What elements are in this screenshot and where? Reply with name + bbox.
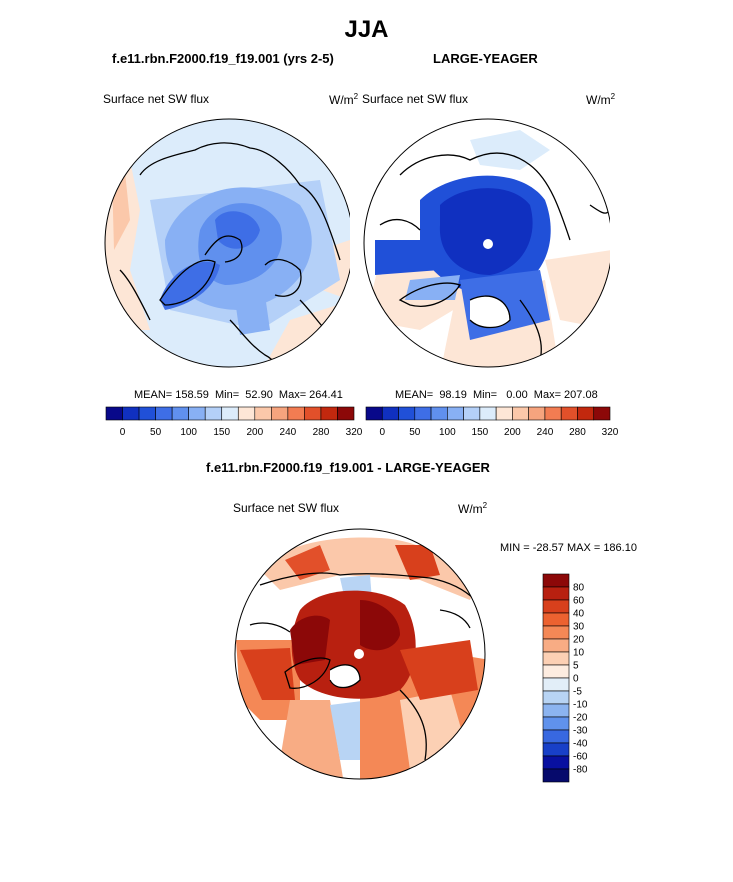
left-colorbar-box <box>188 406 206 421</box>
right-colorbar-box <box>512 406 529 421</box>
diff-colorbar-tick-label: -40 <box>573 739 588 750</box>
left-colorbar-box <box>105 406 123 421</box>
left-panel-stats: MEAN= 158.59 Min= 52.90 Max= 264.41 <box>134 389 343 401</box>
left-colorbar-tick-label: 100 <box>180 427 197 438</box>
left-colorbar-tick-label: 240 <box>280 427 297 438</box>
diff-colorbar-tick-label: 10 <box>573 648 585 659</box>
right-colorbar-box <box>544 406 562 421</box>
right-colorbar-tick-label: 280 <box>569 427 586 438</box>
left-panel-subtitle: f.e11.rbn.F2000.f19_f19.001 (yrs 2-5) <box>112 51 334 66</box>
left-colorbar-tick-label: 200 <box>246 427 263 438</box>
left-colorbar: 0 50 100 150 200 240 280 320 <box>105 406 363 438</box>
right-colorbar-box <box>479 406 497 421</box>
diff-colorbar-box <box>542 716 570 731</box>
left-colorbar-box <box>221 406 239 421</box>
diff-colorbar-tick-label: -20 <box>573 713 588 724</box>
right-colorbar-box <box>577 406 595 421</box>
left-colorbar-tick-label: 0 <box>120 427 126 438</box>
diff-colorbar-tick-label: 60 <box>573 596 585 607</box>
right-colorbar-box <box>447 406 464 421</box>
left-colorbar-box <box>254 406 272 421</box>
left-colorbar-box <box>237 406 256 421</box>
right-colorbar-tick-label: 50 <box>409 427 421 438</box>
diff-colorbar-tick-label: 80 <box>573 583 585 594</box>
left-colorbar-box <box>155 406 173 421</box>
right-colorbar-tick-label: 200 <box>504 427 521 438</box>
diff-colorbar-box <box>542 703 570 718</box>
diff-colorbar-box <box>542 768 570 783</box>
right-colorbar-tick-label: 320 <box>602 427 619 438</box>
diff-colorbar-tick-label: 30 <box>573 622 585 633</box>
right-colorbar-box <box>528 406 546 421</box>
diff-colorbar-box <box>542 742 570 757</box>
pole-marker-right <box>483 239 493 249</box>
diff-panel-subtitle: f.e11.rbn.F2000.f19_f19.001 - LARGE-YEAG… <box>206 460 490 475</box>
right-colorbar-box <box>414 406 432 421</box>
diff-colorbar-box <box>542 651 570 666</box>
diff-colorbar-box <box>542 612 570 627</box>
diff-colorbar: 80 60 40 30 20 10 5 0 -5 -10 -20 -30 -40 -60 -80 <box>542 573 588 783</box>
diff-colorbar-tick-label: 40 <box>573 609 585 620</box>
left-colorbar-tick-label: 150 <box>213 427 230 438</box>
left-colorbar-box <box>337 406 355 421</box>
left-polar-map <box>104 118 350 368</box>
right-colorbar-box <box>365 406 383 421</box>
top-colorbars: 0 50 100 150 200 240 280 320 0 50 100 150 200 240 280… <box>105 406 619 438</box>
diff-colorbar-box <box>542 586 570 601</box>
diff-colorbar-tick-label: -30 <box>573 726 588 737</box>
left-colorbar-box <box>271 406 289 421</box>
diff-panel-variable: Surface net SW flux <box>233 501 340 515</box>
diff-panel-units: W/m2 <box>458 501 488 516</box>
right-colorbar-box <box>398 406 416 421</box>
figure-title: JJA <box>344 16 389 43</box>
diff-colorbar-tick-label: 0 <box>573 674 579 685</box>
right-panel-subtitle: LARGE-YEAGER <box>433 51 538 66</box>
right-colorbar-tick-label: 240 <box>537 427 554 438</box>
pole-marker-diff <box>354 649 364 659</box>
diff-colorbar-box <box>542 729 570 744</box>
diff-colorbar-tick-label: -60 <box>573 752 588 763</box>
left-colorbar-tick-label: 320 <box>346 427 363 438</box>
diff-panel-minmax: MIN = -28.57 MAX = 186.10 <box>500 542 637 554</box>
left-colorbar-box <box>320 406 338 421</box>
right-panel-variable: Surface net SW flux <box>362 92 469 106</box>
left-colorbar-box <box>122 406 140 421</box>
right-colorbar-tick-label: 100 <box>439 427 456 438</box>
right-polar-map <box>363 118 610 368</box>
diff-colorbar-box <box>542 664 570 679</box>
diff-colorbar-tick-label: -5 <box>573 687 582 698</box>
diff-colorbar-tick-label: 20 <box>573 635 585 646</box>
left-colorbar-tick-label: 50 <box>150 427 162 438</box>
diff-colorbar-box <box>542 677 570 692</box>
left-panel-units: W/m2 <box>329 92 359 107</box>
left-colorbar-box <box>304 406 322 421</box>
left-colorbar-box <box>287 406 305 421</box>
diff-colorbar-box <box>542 638 570 653</box>
right-colorbar-tick-label: 150 <box>472 427 489 438</box>
right-panel-units: W/m2 <box>586 92 616 107</box>
diff-colorbar-box <box>542 690 570 705</box>
right-colorbar-box <box>560 406 578 421</box>
left-colorbar-tick-label: 280 <box>313 427 330 438</box>
diff-colorbar-box <box>542 599 570 614</box>
left-colorbar-box <box>138 406 156 421</box>
right-colorbar-tick-label: 0 <box>379 427 385 438</box>
left-panel-variable: Surface net SW flux <box>103 92 210 106</box>
left-colorbar-box <box>204 406 223 421</box>
diff-colorbar-box <box>542 625 570 640</box>
right-colorbar-box <box>495 406 513 421</box>
diff-colorbar-tick-label: -10 <box>573 700 588 711</box>
diff-colorbar-tick-label: 5 <box>573 661 579 672</box>
right-colorbar-box <box>430 406 448 421</box>
diff-colorbar-tick-label: -80 <box>573 765 588 776</box>
right-colorbar-box <box>593 406 611 421</box>
right-panel-stats: MEAN= 98.19 Min= 0.00 Max= 207.08 <box>395 389 598 401</box>
right-colorbar: 0 50 100 150 200 240 280 320 <box>365 406 619 438</box>
diff-colorbar-box <box>542 573 570 588</box>
left-colorbar-box <box>171 406 189 421</box>
diff-colorbar-box <box>542 755 570 770</box>
diff-polar-map <box>234 528 486 780</box>
right-colorbar-box <box>381 406 399 421</box>
right-colorbar-box <box>463 406 481 421</box>
